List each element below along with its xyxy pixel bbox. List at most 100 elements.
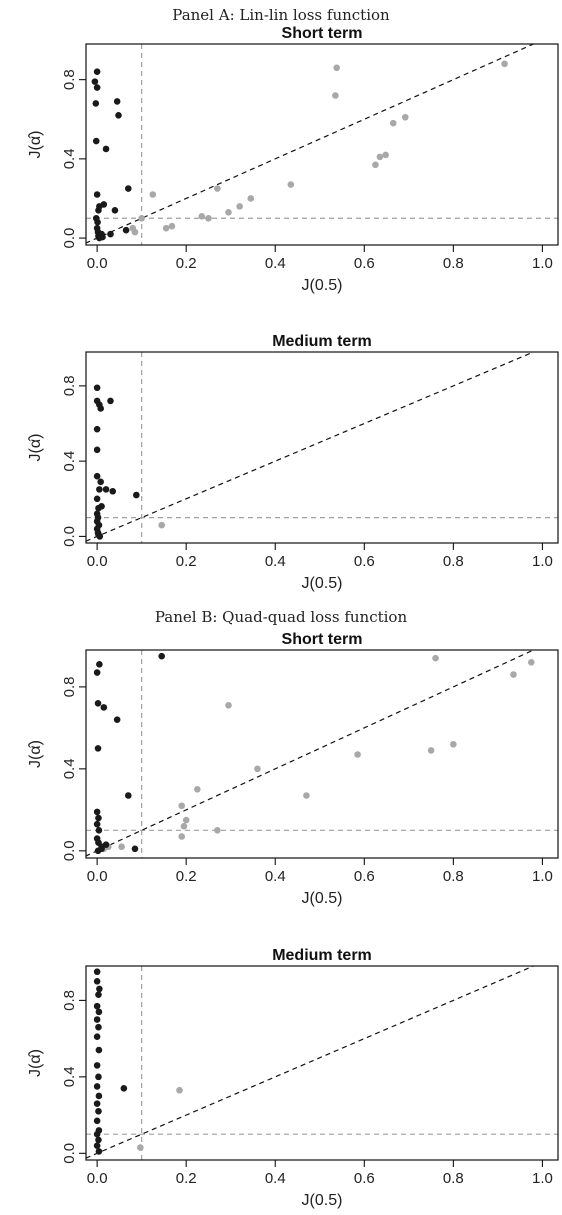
light-point (214, 185, 221, 192)
light-point (382, 151, 389, 159)
x-tick-label: 0.2 (176, 255, 197, 272)
panel-a-title: Panel A: Lin-lin loss function (172, 6, 390, 24)
dark-point (94, 745, 102, 752)
plot-area (86, 352, 558, 543)
light-point (214, 827, 221, 834)
x-tick-label: 0.8 (443, 1170, 464, 1187)
dark-point (93, 446, 101, 454)
x-tick-label: 0.0 (87, 1170, 108, 1187)
dark-point (95, 1023, 102, 1031)
dark-point (93, 669, 101, 676)
dark-point (93, 1142, 101, 1149)
dark-point (95, 991, 102, 998)
dark-point (97, 405, 104, 412)
y-tick-label: 0.4 (61, 451, 78, 472)
dark-point (95, 1148, 103, 1155)
x-tick-label: 1.0 (532, 255, 553, 272)
light-point (236, 203, 243, 210)
x-tick-label: 0.4 (265, 1170, 286, 1187)
y-tick-label: 0.8 (61, 69, 78, 90)
dark-point (102, 486, 110, 493)
y-axis-label: J(α̂) (27, 131, 44, 159)
x-axis-label: J(0.5) (302, 277, 343, 294)
dark-point (93, 1100, 101, 1107)
dark-point (93, 191, 101, 198)
light-point (137, 1144, 144, 1151)
dark-point (113, 98, 121, 105)
chart-panel-a-short-term: Short term 0.0 0.2 0.4 0.6 0.8 1.0 J(0.5) 0.0 0.4… (27, 25, 559, 294)
x-tick-label: 0.0 (87, 553, 108, 570)
dark-point (93, 1117, 101, 1125)
dark-point (95, 207, 102, 214)
dark-point (93, 1083, 101, 1090)
x-tick-label: 0.4 (265, 553, 286, 570)
dark-point (92, 100, 100, 107)
dark-point (93, 1130, 101, 1138)
dark-point (95, 1046, 103, 1054)
light-point (168, 222, 176, 230)
plot-box (85, 43, 559, 246)
light-point (194, 786, 201, 793)
dark-point (96, 985, 103, 993)
light-point (376, 153, 384, 161)
x-axis-label: J(0.5) (302, 575, 343, 592)
dark-point (96, 486, 103, 493)
y-tick-label: 0.0 (61, 1143, 78, 1164)
dark-point (95, 1136, 102, 1144)
dark-point (95, 827, 103, 834)
light-point (372, 161, 379, 169)
plot-box (85, 649, 559, 859)
dark-point (95, 1008, 103, 1016)
x-tick-label: 1.0 (532, 868, 553, 885)
dark-point (125, 792, 132, 799)
light-point (182, 816, 190, 824)
y-axis-label: J(α̂) (27, 434, 44, 462)
dark-point (95, 1073, 102, 1081)
light-point (198, 212, 206, 220)
x-tick-label: 0.2 (176, 553, 197, 570)
light-point (158, 521, 165, 529)
chart-title: Short term (282, 631, 363, 648)
x-tick-label: 0.4 (265, 255, 286, 272)
dark-point (93, 68, 101, 76)
light-point (527, 658, 535, 666)
dark-point (102, 841, 110, 848)
light-point (178, 833, 186, 840)
light-point (287, 181, 295, 188)
chart-title: Short term (282, 25, 363, 42)
x-tick-label: 0.6 (354, 255, 375, 272)
dark-point (93, 472, 101, 480)
dark-point (94, 847, 102, 855)
light-point (205, 214, 212, 222)
plot-box (85, 351, 559, 544)
dark-point (93, 425, 101, 433)
dark-point (109, 487, 117, 495)
x-tick-label: 0.6 (354, 1170, 375, 1187)
light-point (510, 671, 517, 678)
plot-area (86, 966, 558, 1160)
dark-point (97, 478, 104, 486)
dark-point (107, 397, 114, 405)
y-tick-label: 0.8 (61, 375, 78, 396)
light-point (180, 822, 188, 830)
dark-point (99, 233, 106, 241)
dark-point (111, 207, 119, 214)
dark-point (93, 1062, 101, 1069)
x-tick-label: 0.8 (443, 255, 464, 272)
x-tick-label: 0.2 (176, 1170, 197, 1187)
dark-point (100, 704, 108, 711)
light-point (427, 747, 435, 754)
diagonal-line (86, 650, 535, 857)
chart-title: Medium term (272, 333, 372, 350)
dark-point (93, 808, 101, 816)
dark-point (96, 661, 103, 668)
light-point (254, 765, 261, 773)
dark-point (95, 1107, 102, 1115)
x-tick-label: 0.8 (443, 553, 464, 570)
y-tick-label: 0.0 (61, 840, 78, 861)
chart-panel-a-medium-term: Medium term 0.0 0.2 0.4 0.6 0.8 1.0 J(0.5) 0.0 0.… (27, 333, 559, 592)
x-tick-label: 0.6 (354, 553, 375, 570)
light-point (333, 64, 340, 72)
dark-point (93, 84, 101, 91)
